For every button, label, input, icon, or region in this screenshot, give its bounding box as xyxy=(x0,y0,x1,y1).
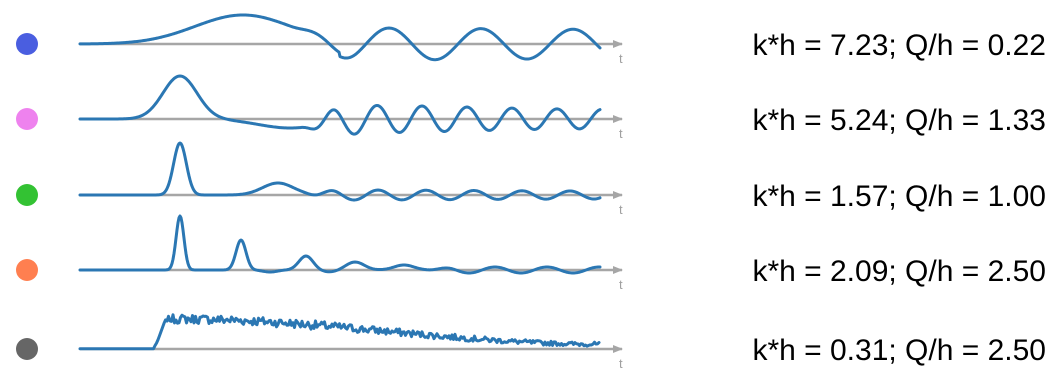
row-5: t k*h = 0.31; Q/h = 2.50 xyxy=(16,313,1046,370)
row-5-signal-curve xyxy=(78,313,601,351)
row-3-marker-dot xyxy=(16,184,38,206)
row-1-signal-curve xyxy=(78,13,602,62)
rows-group: t k*h = 7.23; Q/h = 0.22 t k*h = 5.24; Q/h … xyxy=(16,13,1046,370)
row-2-signal-curve xyxy=(78,74,602,136)
row-5-axis-label: t xyxy=(619,356,623,370)
row-4-marker-dot xyxy=(16,259,38,281)
row-2-axis-label: t xyxy=(619,126,623,141)
row-5-parameter-label: k*h = 0.31; Q/h = 2.50 xyxy=(752,334,1046,367)
row-4-axis-label: t xyxy=(619,277,623,292)
row-1: t k*h = 7.23; Q/h = 0.22 xyxy=(16,13,1046,66)
row-1-marker-dot xyxy=(16,33,38,55)
row-3-axis-label: t xyxy=(619,202,623,217)
row-4-signal-curve xyxy=(78,214,602,275)
row-4: t k*h = 2.09; Q/h = 2.50 xyxy=(16,214,1046,292)
row-3-signal-curve xyxy=(78,141,602,202)
row-4-parameter-label: k*h = 2.09; Q/h = 2.50 xyxy=(752,255,1046,288)
row-1-axis-label: t xyxy=(619,51,623,66)
row-2: t k*h = 5.24; Q/h = 1.33 xyxy=(16,74,1046,141)
row-5-marker-dot xyxy=(16,338,38,360)
row-2-marker-dot xyxy=(16,108,38,130)
row-1-parameter-label: k*h = 7.23; Q/h = 0.22 xyxy=(752,29,1046,62)
row-3: t k*h = 1.57; Q/h = 1.00 xyxy=(16,141,1046,217)
row-2-parameter-label: k*h = 5.24; Q/h = 1.33 xyxy=(752,104,1046,137)
row-3-parameter-label: k*h = 1.57; Q/h = 1.00 xyxy=(752,180,1046,213)
